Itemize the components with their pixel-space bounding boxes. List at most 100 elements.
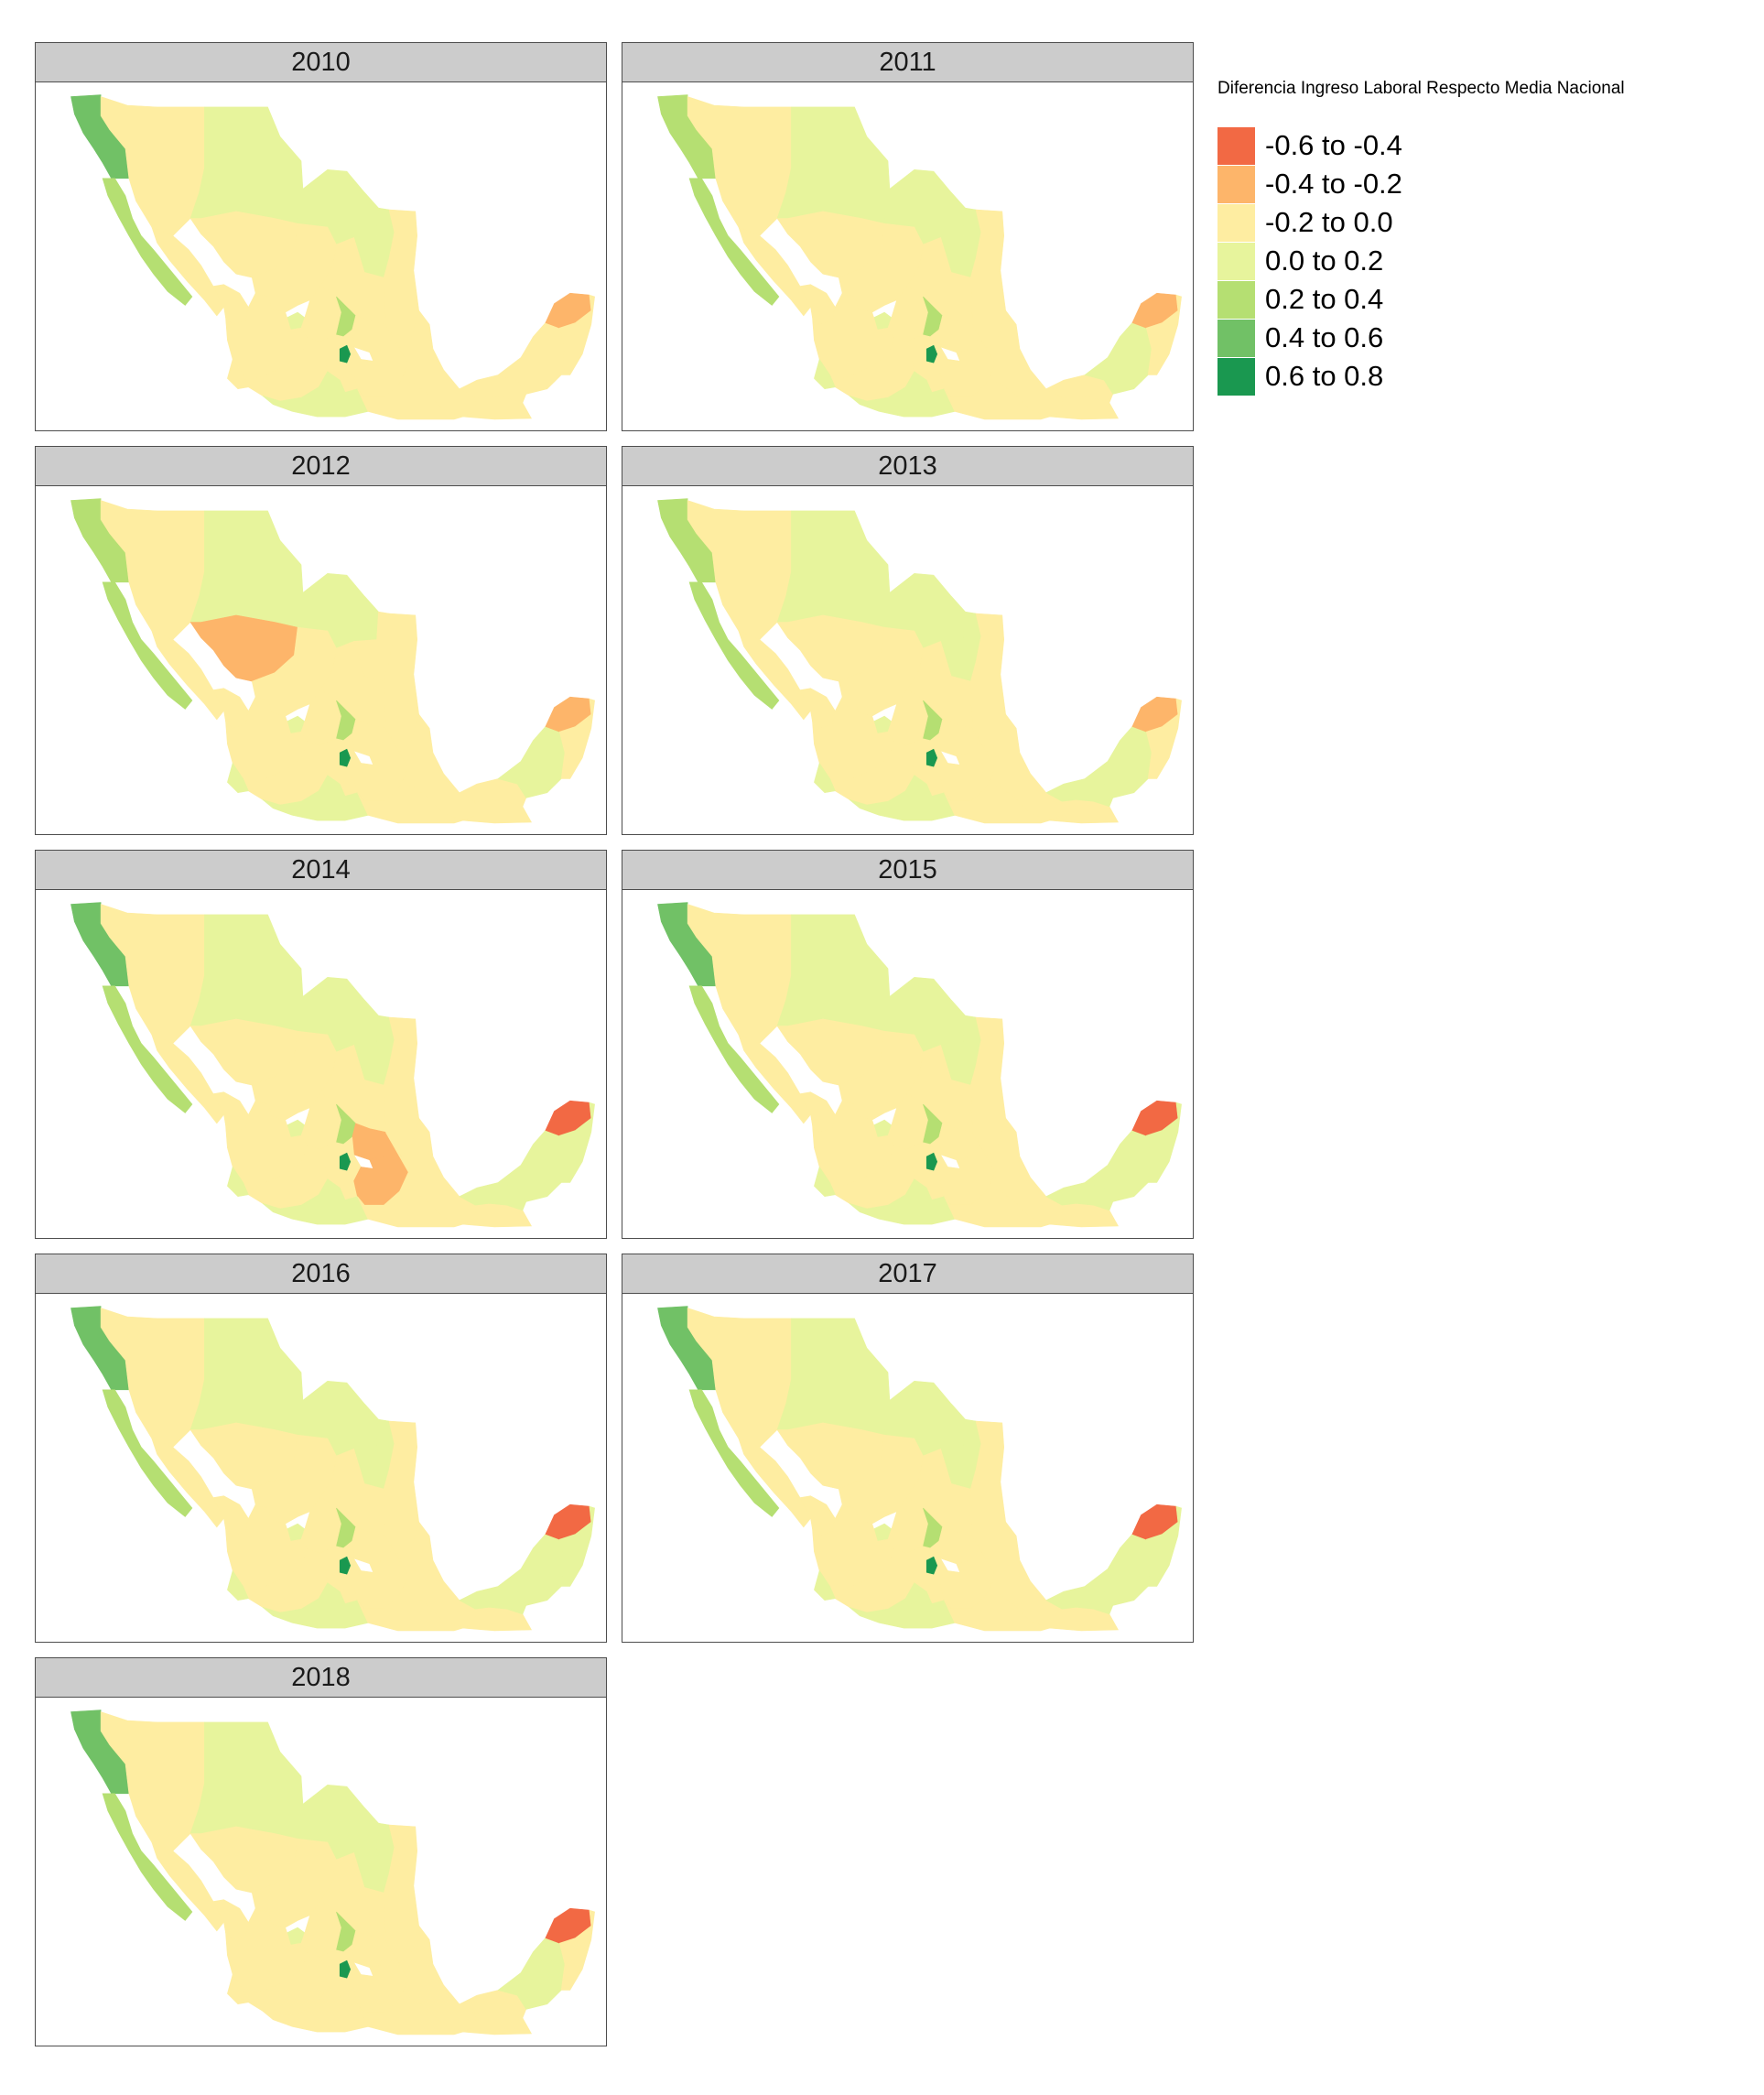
- facet-panel-2017: 2017: [622, 1254, 1194, 1643]
- region-chih: [776, 1318, 891, 1436]
- region-chih: [189, 106, 304, 224]
- legend-item: 0.2 to 0.4: [1217, 280, 1383, 319]
- region-col: [814, 1569, 836, 1601]
- region-sin: [738, 1034, 811, 1124]
- region-cdmx: [925, 344, 938, 364]
- region-chih: [776, 510, 891, 628]
- choropleth-map: [70, 1306, 595, 1632]
- legend-label: 0.0 to 0.2: [1265, 244, 1384, 277]
- region-bcs: [102, 178, 193, 306]
- region-sin: [151, 1841, 224, 1932]
- region-tab: [459, 1990, 527, 2019]
- region-chih: [189, 914, 304, 1032]
- legend-label: 0.4 to 0.6: [1265, 321, 1384, 353]
- choropleth-map: [657, 94, 1182, 420]
- legend-item: -0.4 to -0.2: [1217, 165, 1402, 203]
- legend-swatch: [1217, 280, 1255, 319]
- map-plot-area: [622, 486, 1194, 835]
- choropleth-map: [70, 498, 595, 824]
- region-qroo: [558, 1102, 595, 1183]
- region-bcs: [102, 581, 193, 710]
- region-oax: [944, 785, 1051, 824]
- region-col: [814, 762, 836, 794]
- region-col: [814, 358, 836, 390]
- map-plot-area: [35, 82, 607, 431]
- region-col: [227, 762, 249, 794]
- legend-item: 0.4 to 0.6: [1217, 319, 1383, 357]
- region-tab: [1045, 778, 1114, 808]
- legend-label: 0.6 to 0.8: [1265, 360, 1384, 392]
- region-oax: [944, 1189, 1051, 1228]
- legend-label: -0.6 to -0.4: [1265, 129, 1402, 161]
- region-chih: [776, 914, 891, 1032]
- choropleth-map: [70, 94, 595, 420]
- facet-strip-label: 2015: [622, 850, 1194, 890]
- facet-strip-label: 2012: [35, 446, 607, 486]
- region-tab: [1045, 1586, 1114, 1615]
- region-sin: [151, 630, 224, 721]
- region-qroo: [558, 1909, 595, 1991]
- facet-panel-2013: 2013: [622, 446, 1194, 835]
- legend-item: 0.6 to 0.8: [1217, 357, 1383, 396]
- region-tab: [459, 1586, 527, 1615]
- legend-label: -0.2 to 0.0: [1265, 206, 1393, 238]
- facet-panel-2010: 2010: [35, 42, 607, 431]
- region-oax: [357, 1592, 464, 1632]
- map-plot-area: [622, 1294, 1194, 1643]
- region-tab: [459, 374, 527, 404]
- region-oax: [357, 785, 464, 824]
- region-cdmx: [339, 748, 352, 767]
- region-tab: [1045, 1182, 1114, 1211]
- legend-swatch: [1217, 126, 1255, 165]
- region-qroo: [558, 1505, 595, 1587]
- region-qroo: [1145, 1102, 1182, 1183]
- map-plot-area: [622, 82, 1194, 431]
- region-qroo: [558, 698, 595, 779]
- region-oax: [944, 1592, 1051, 1632]
- region-sin: [151, 1438, 224, 1528]
- facet-strip-label: 2013: [622, 446, 1194, 486]
- region-qroo: [558, 294, 595, 375]
- region-sin: [738, 630, 811, 721]
- facet-panel-2011: 2011: [622, 42, 1194, 431]
- facet-panel-2015: 2015: [622, 850, 1194, 1239]
- region-qroo: [1145, 294, 1182, 375]
- facet-panel-2018: 2018: [35, 1657, 607, 2046]
- region-tab: [459, 1182, 527, 1211]
- region-col: [814, 1166, 836, 1198]
- region-chih: [189, 510, 304, 628]
- region-oax: [944, 381, 1051, 420]
- facet-panel-2014: 2014: [35, 850, 607, 1239]
- region-sin: [151, 1034, 224, 1124]
- region-chih: [189, 1721, 304, 1840]
- region-bcs: [102, 1389, 193, 1517]
- region-oax: [357, 1189, 464, 1228]
- legend-swatch: [1217, 319, 1255, 357]
- legend-item: -0.6 to -0.4: [1217, 126, 1402, 165]
- map-plot-area: [35, 1294, 607, 1643]
- legend-title: Diferencia Ingreso Laboral Respecto Medi…: [1217, 79, 1625, 98]
- region-tab: [459, 778, 527, 808]
- region-cdmx: [925, 1556, 938, 1575]
- legend-item: 0.0 to 0.2: [1217, 242, 1383, 280]
- facet-strip-label: 2010: [35, 42, 607, 82]
- region-oax: [357, 381, 464, 420]
- map-plot-area: [622, 890, 1194, 1239]
- legend-swatch: [1217, 242, 1255, 280]
- region-chih: [776, 106, 891, 224]
- region-cdmx: [339, 1959, 352, 1979]
- region-qroo: [1145, 698, 1182, 779]
- region-bcs: [688, 581, 780, 710]
- region-col: [227, 1569, 249, 1601]
- region-bcs: [688, 985, 780, 1113]
- region-cdmx: [339, 344, 352, 364]
- region-cdmx: [339, 1556, 352, 1575]
- choropleth-map: [657, 902, 1182, 1228]
- map-plot-area: [35, 890, 607, 1239]
- legend-swatch: [1217, 357, 1255, 396]
- region-bcs: [102, 985, 193, 1113]
- map-plot-area: [35, 1698, 607, 2046]
- region-cdmx: [925, 1152, 938, 1171]
- region-sin: [738, 1438, 811, 1528]
- region-cdmx: [339, 1152, 352, 1171]
